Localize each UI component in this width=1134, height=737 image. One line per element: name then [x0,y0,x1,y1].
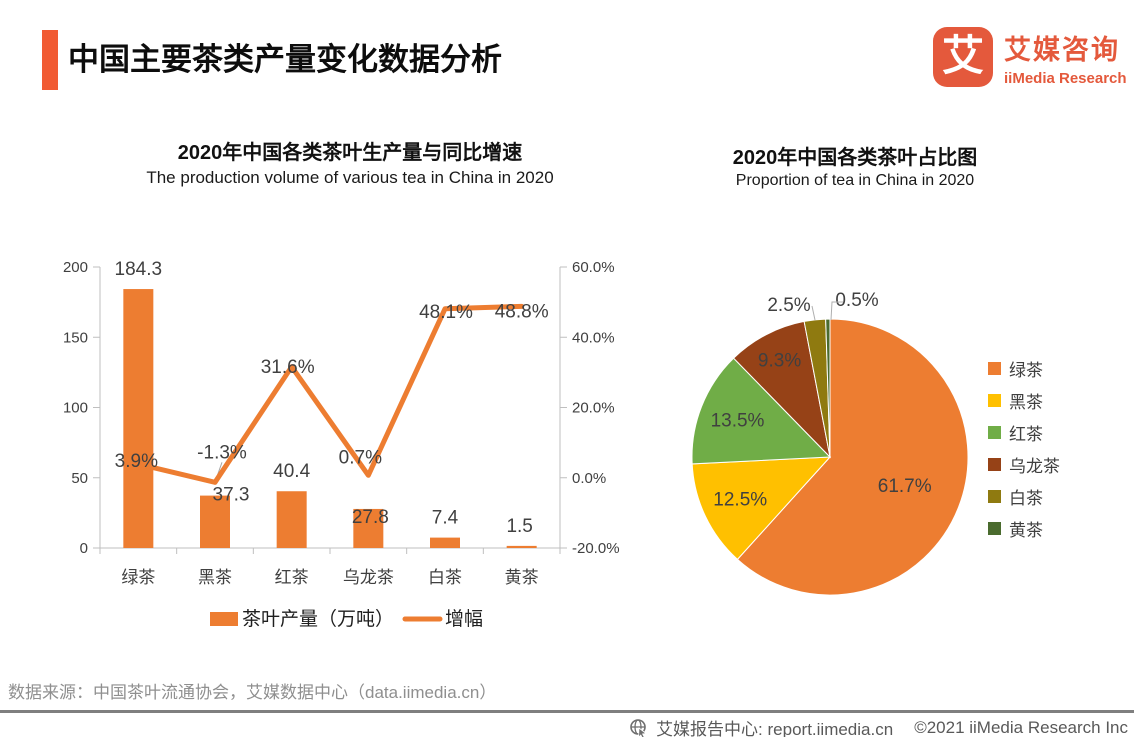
line-label: 48.1% [419,302,473,323]
bar-白茶 [430,537,460,548]
brand-name-en: iiMedia Research [1004,69,1127,87]
report-center-text[interactable]: 艾媒报告中心: report.iimedia.cn [656,720,894,737]
pie-legend-item-红茶: 红茶 [988,422,1060,444]
line-label: 31.6% [261,357,315,378]
bar-乌龙茶 [353,508,384,548]
pie-legend-item-黑茶: 黑茶 [988,390,1060,412]
legend-label: 黄茶 [1009,520,1043,540]
left-axis-label: 0 [80,540,88,557]
growth-line [135,303,525,485]
tea-proportion-pie-chart: 61.7% 12.5% 13.5% 9.3% 2.5% 0.5% [691,290,969,596]
pie-label-黄茶: 0.5% [835,290,878,311]
pie-label-leader [811,305,816,321]
left-axis-label: 100 [63,400,88,417]
legend-label: 黑茶 [1009,392,1043,412]
legend-swatch [988,393,1001,407]
pie-label-绿茶: 61.7% [878,476,932,497]
legend-bar-label: 茶叶产量（万吨） [242,608,394,630]
left-axis-label: 200 [63,259,88,276]
line-label: -1.3% [197,442,247,463]
pie-label-白茶: 2.5% [767,295,810,316]
iimedia-logo-icon: 艾 [933,27,993,87]
legend-swatch [988,489,1001,503]
copyright-text: ©2021 iiMedia Research Inc [914,717,1128,737]
legend-label: 白茶 [1009,488,1043,508]
category-label: 白茶 [428,568,462,587]
combo-chart-title: 2020年中国各类茶叶生产量与同比增速 [177,142,523,164]
combo-chart-subtitle: The production volume of various tea in … [146,168,554,187]
bar-黑茶 [200,495,230,548]
category-label: 绿茶 [121,568,155,587]
bar-绿茶 [123,289,154,548]
right-axis-label: 0.0% [572,470,606,487]
bar-label: 40.4 [273,461,310,482]
legend-bar-swatch [210,612,238,626]
right-axis-label: 20.0% [572,400,615,417]
legend-label: 绿茶 [1009,360,1043,380]
pie-legend-item-乌龙茶: 乌龙茶 [988,454,1060,476]
production-bar-line-chart: 0 50 100 150 200 -20.0% 0.0% 20.0% 40.0% 60.0% 184… [63,259,620,630]
legend-swatch [988,361,1001,375]
pie-label-红茶: 13.5% [711,411,765,432]
right-axis-label: -20.0% [572,540,620,557]
bar-label: 27.8 [352,507,389,528]
category-label: 黑茶 [198,568,232,587]
pie-slice-黄茶 [825,318,831,458]
left-axis-label: 50 [71,470,88,487]
brand-text: 艾媒咨询 iiMedia Research [1004,27,1127,87]
pie-slice-红茶 [691,357,832,465]
bar-label: 37.3 [213,485,250,506]
pie-legend-item-白茶: 白茶 [988,486,1060,508]
pie-label-乌龙茶: 9.3% [758,350,801,371]
brand-logo: 艾 艾媒咨询 iiMedia Research [933,27,1127,87]
category-label: 红茶 [275,568,309,587]
bar-label: 1.5 [506,516,532,537]
legend-swatch [988,457,1001,471]
legend-label: 乌龙茶 [1009,456,1060,476]
right-axis-label: 40.0% [572,329,615,346]
legend-line-label: 增幅 [445,608,483,630]
data-source-note: 数据来源：中国茶叶流通协会，艾媒数据中心（data.iimedia.cn） [8,683,497,702]
pie-legend-item-黄茶: 黄茶 [988,518,1060,540]
globe-cursor-icon [630,718,648,737]
brand-name-cn: 艾媒咨询 [1004,34,1120,65]
pie-chart-title: 2020年中国各类茶叶占比图 [732,147,978,169]
legend-swatch [988,521,1001,535]
page-title: 中国主要茶类产量变化数据分析 [68,42,502,77]
category-label: 乌龙茶 [343,568,394,587]
line-label: 0.7% [339,447,382,468]
left-axis-label: 150 [63,329,88,346]
line-label: 3.9% [115,451,158,472]
pie-chart-subtitle: Proportion of tea in China in 2020 [735,172,975,189]
bar-label: 184.3 [115,259,163,280]
legend-label: 红茶 [1009,424,1043,444]
bottom-divider [0,710,1134,713]
title-accent-bar [42,30,58,90]
pie-legend: 绿茶黑茶红茶乌龙茶白茶黄茶 [988,358,1060,550]
report-center-bar: 艾媒报告中心: report.iimedia.cn ©2021 iiMedia … [629,715,1128,737]
pie-legend-item-绿茶: 绿茶 [988,358,1060,380]
category-label: 黄茶 [505,568,539,587]
line-label: 48.8% [495,301,549,322]
bar-label: 7.4 [432,508,459,529]
pie-slice-绿茶 [736,318,969,596]
bar-黄茶 [506,545,537,548]
pie-label-leader [830,301,843,321]
bar-红茶 [276,491,307,548]
pie-label-黑茶: 12.5% [713,490,767,511]
legend-swatch [988,425,1001,439]
pie-slice-黑茶 [691,456,832,561]
right-axis-label: 60.0% [572,259,615,276]
pie-slice-乌龙茶 [732,320,831,459]
